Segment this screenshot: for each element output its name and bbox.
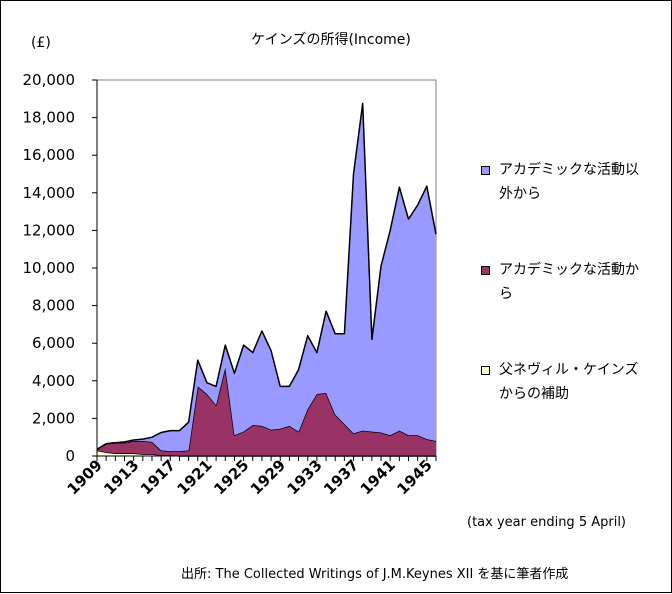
y-tick-label: 16,000 [23,146,76,164]
y-tick-label: 0 [65,447,75,465]
legend-swatch-academic [481,266,490,275]
x-tick-label: 1937 [320,456,362,498]
area-series-2 [97,103,436,452]
source-note: 出所: The Collected Writings of J.M.Keynes… [181,567,569,582]
x-tick-label: 1933 [283,456,325,498]
legend-swatch-non-academic [481,166,490,175]
x-tick-label: 1945 [393,456,435,498]
legend-label-academic: アカデミックな活動から [499,262,639,302]
y-tick-label: 2,000 [32,409,75,427]
x-tick-label: 1917 [137,456,179,498]
area-outline-2 [96,102,437,451]
legend-label-father-subsidy: 父ネヴィル・ケインズからの補助 [499,362,639,402]
y-tick-label: 18,000 [23,109,76,127]
area-series-0 [97,450,436,456]
area-series-1 [97,367,436,456]
legend-label-non-academic: アカデミックな活動以外から [499,162,639,202]
y-tick-label: 10,000 [23,259,76,277]
x-tick-label: 1929 [247,456,289,498]
chart-title: ケインズの所得(Income) [251,32,411,48]
y-tick-label: 6,000 [32,334,75,352]
y-tick-label: 12,000 [23,221,76,239]
tax-year-note: (tax year ending 5 April) [467,515,627,530]
legend: アカデミックな活動以外から アカデミックな活動から 父ネヴィル・ケインズからの補… [481,146,659,426]
y-axis: 0 2,000 4,000 6,000 8,000 10,000 12,000 14,000 1… [23,71,98,465]
x-tick-label: 1941 [357,456,399,498]
y-tick-label: 8,000 [32,297,75,315]
x-tick-label: 1925 [210,456,252,498]
y-axis-unit-label: (£) [31,35,51,51]
legend-swatch-father-subsidy [481,366,490,375]
y-tick-label: 4,000 [32,372,75,390]
x-tick-label: 1921 [174,456,216,498]
x-tick-label: 1913 [100,456,142,498]
y-tick-label: 14,000 [23,184,76,202]
y-tick-label: 20,000 [23,71,76,89]
